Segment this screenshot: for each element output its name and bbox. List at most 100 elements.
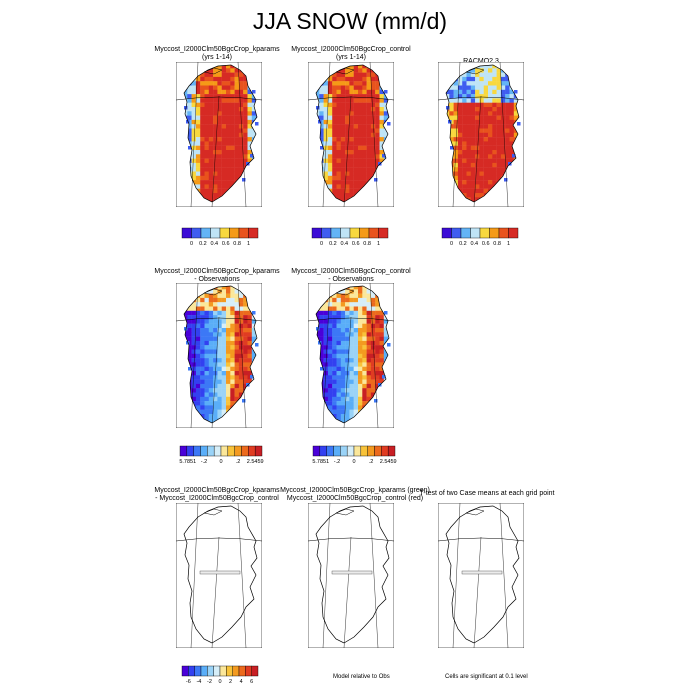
heatmap-cell bbox=[208, 76, 214, 82]
heatmap-cell bbox=[247, 345, 252, 350]
heatmap-cell bbox=[247, 141, 252, 146]
colorbar-tick-label: 0.4 bbox=[340, 241, 348, 247]
heatmap-cell bbox=[513, 111, 519, 116]
heatmap-cell bbox=[200, 362, 205, 367]
heatmap-cell bbox=[226, 323, 231, 329]
heatmap-cell bbox=[217, 414, 222, 419]
coastal-cell bbox=[384, 90, 388, 94]
heatmap-cell bbox=[191, 349, 197, 354]
heatmap-cell bbox=[353, 345, 359, 350]
heatmap-cell bbox=[195, 396, 201, 402]
heatmap-cell bbox=[475, 81, 480, 86]
heatmap-cell bbox=[362, 293, 367, 299]
heatmap-cell bbox=[323, 137, 329, 142]
heatmap-cell bbox=[191, 353, 197, 359]
heatmap-cell bbox=[362, 132, 367, 138]
heatmap-cell bbox=[200, 297, 205, 303]
heatmap-cell bbox=[238, 293, 244, 299]
colorbar-swatch bbox=[219, 227, 230, 239]
heatmap-cell bbox=[247, 319, 252, 324]
heatmap-cell bbox=[217, 349, 222, 354]
heatmap-cell bbox=[353, 72, 359, 78]
heatmap-cell bbox=[243, 137, 248, 142]
colorbar-tick-label: 0.4 bbox=[210, 241, 218, 247]
heatmap-cell bbox=[453, 115, 459, 121]
heatmap-cell bbox=[366, 115, 372, 121]
heatmap-cell bbox=[379, 124, 384, 129]
heatmap-cell bbox=[191, 158, 197, 164]
heatmap-cell bbox=[251, 353, 257, 359]
heatmap-cell bbox=[345, 332, 350, 337]
heatmap-cell bbox=[238, 132, 244, 138]
heatmap-cell bbox=[479, 98, 484, 103]
heatmap-cell bbox=[191, 94, 197, 99]
heatmap-cell bbox=[332, 293, 337, 299]
heatmap-cell bbox=[370, 94, 376, 99]
heatmap-cell bbox=[238, 94, 244, 99]
heatmap-cell bbox=[221, 72, 227, 78]
heatmap-cell bbox=[383, 132, 389, 138]
heatmap-cell bbox=[323, 345, 329, 350]
heatmap-cell bbox=[349, 132, 354, 138]
heatmap-cell bbox=[349, 401, 354, 406]
heatmap-cell bbox=[191, 81, 197, 86]
heatmap-cell bbox=[208, 115, 214, 121]
heatmap-cell bbox=[457, 76, 463, 82]
heatmap-cell bbox=[379, 332, 384, 337]
heatmap-cell bbox=[204, 371, 209, 376]
heatmap-cell bbox=[221, 409, 227, 415]
heatmap-cell bbox=[492, 128, 497, 133]
heatmap-cell bbox=[466, 137, 471, 142]
heatmap-cell bbox=[353, 310, 359, 316]
heatmap-cell bbox=[187, 94, 192, 99]
heatmap-cell bbox=[475, 89, 480, 95]
heatmap-cell bbox=[479, 184, 484, 189]
heatmap-cell bbox=[362, 102, 367, 108]
heatmap-cell bbox=[479, 107, 484, 112]
heatmap-cell bbox=[466, 98, 471, 103]
heatmap-cell bbox=[379, 336, 384, 342]
heatmap-cell bbox=[243, 345, 248, 350]
heatmap-cell bbox=[208, 188, 214, 194]
heatmap-cell bbox=[200, 150, 205, 155]
heatmap-cell bbox=[323, 310, 329, 316]
heatmap-cell bbox=[226, 328, 231, 333]
heatmap-cell bbox=[217, 319, 222, 324]
heatmap-cell bbox=[230, 388, 235, 393]
heatmap-cell bbox=[191, 336, 197, 342]
heatmap-cell bbox=[383, 336, 389, 342]
heatmap-cell bbox=[208, 158, 214, 164]
heatmap-cell bbox=[358, 184, 363, 189]
heatmap-cell bbox=[483, 180, 489, 185]
heatmap-cell bbox=[336, 115, 341, 121]
heatmap-cell bbox=[362, 336, 367, 342]
heatmap-cell bbox=[345, 180, 350, 185]
heatmap-cell bbox=[479, 68, 484, 73]
heatmap-cell bbox=[362, 180, 367, 185]
heatmap-cell bbox=[340, 383, 346, 389]
heatmap-cell bbox=[238, 332, 244, 337]
heatmap-cell bbox=[513, 115, 519, 121]
figure-title: JJA SNOW (mm/d) bbox=[252, 8, 448, 34]
heatmap-cell bbox=[479, 188, 484, 194]
heatmap-cell bbox=[366, 310, 372, 316]
heatmap-cell bbox=[462, 107, 467, 112]
heatmap-cell bbox=[204, 107, 209, 112]
colorbar-swatch bbox=[193, 445, 201, 457]
heatmap-cell bbox=[479, 162, 484, 168]
heatmap-cell bbox=[496, 94, 502, 99]
colorbar-swatch bbox=[213, 665, 221, 677]
heatmap-cell bbox=[358, 332, 363, 337]
heatmap-cell bbox=[226, 119, 231, 125]
heatmap-cell bbox=[332, 362, 337, 367]
heatmap-cell bbox=[379, 366, 384, 372]
heatmap-cell bbox=[200, 293, 205, 299]
heatmap-cell bbox=[323, 175, 329, 181]
heatmap-cell bbox=[496, 68, 502, 73]
heatmap-cell bbox=[319, 89, 324, 95]
heatmap-cell bbox=[340, 405, 346, 410]
heatmap-cell bbox=[340, 188, 346, 194]
heatmap-cell bbox=[353, 132, 359, 138]
map-frame bbox=[176, 503, 262, 648]
heatmap-cell bbox=[496, 137, 502, 142]
